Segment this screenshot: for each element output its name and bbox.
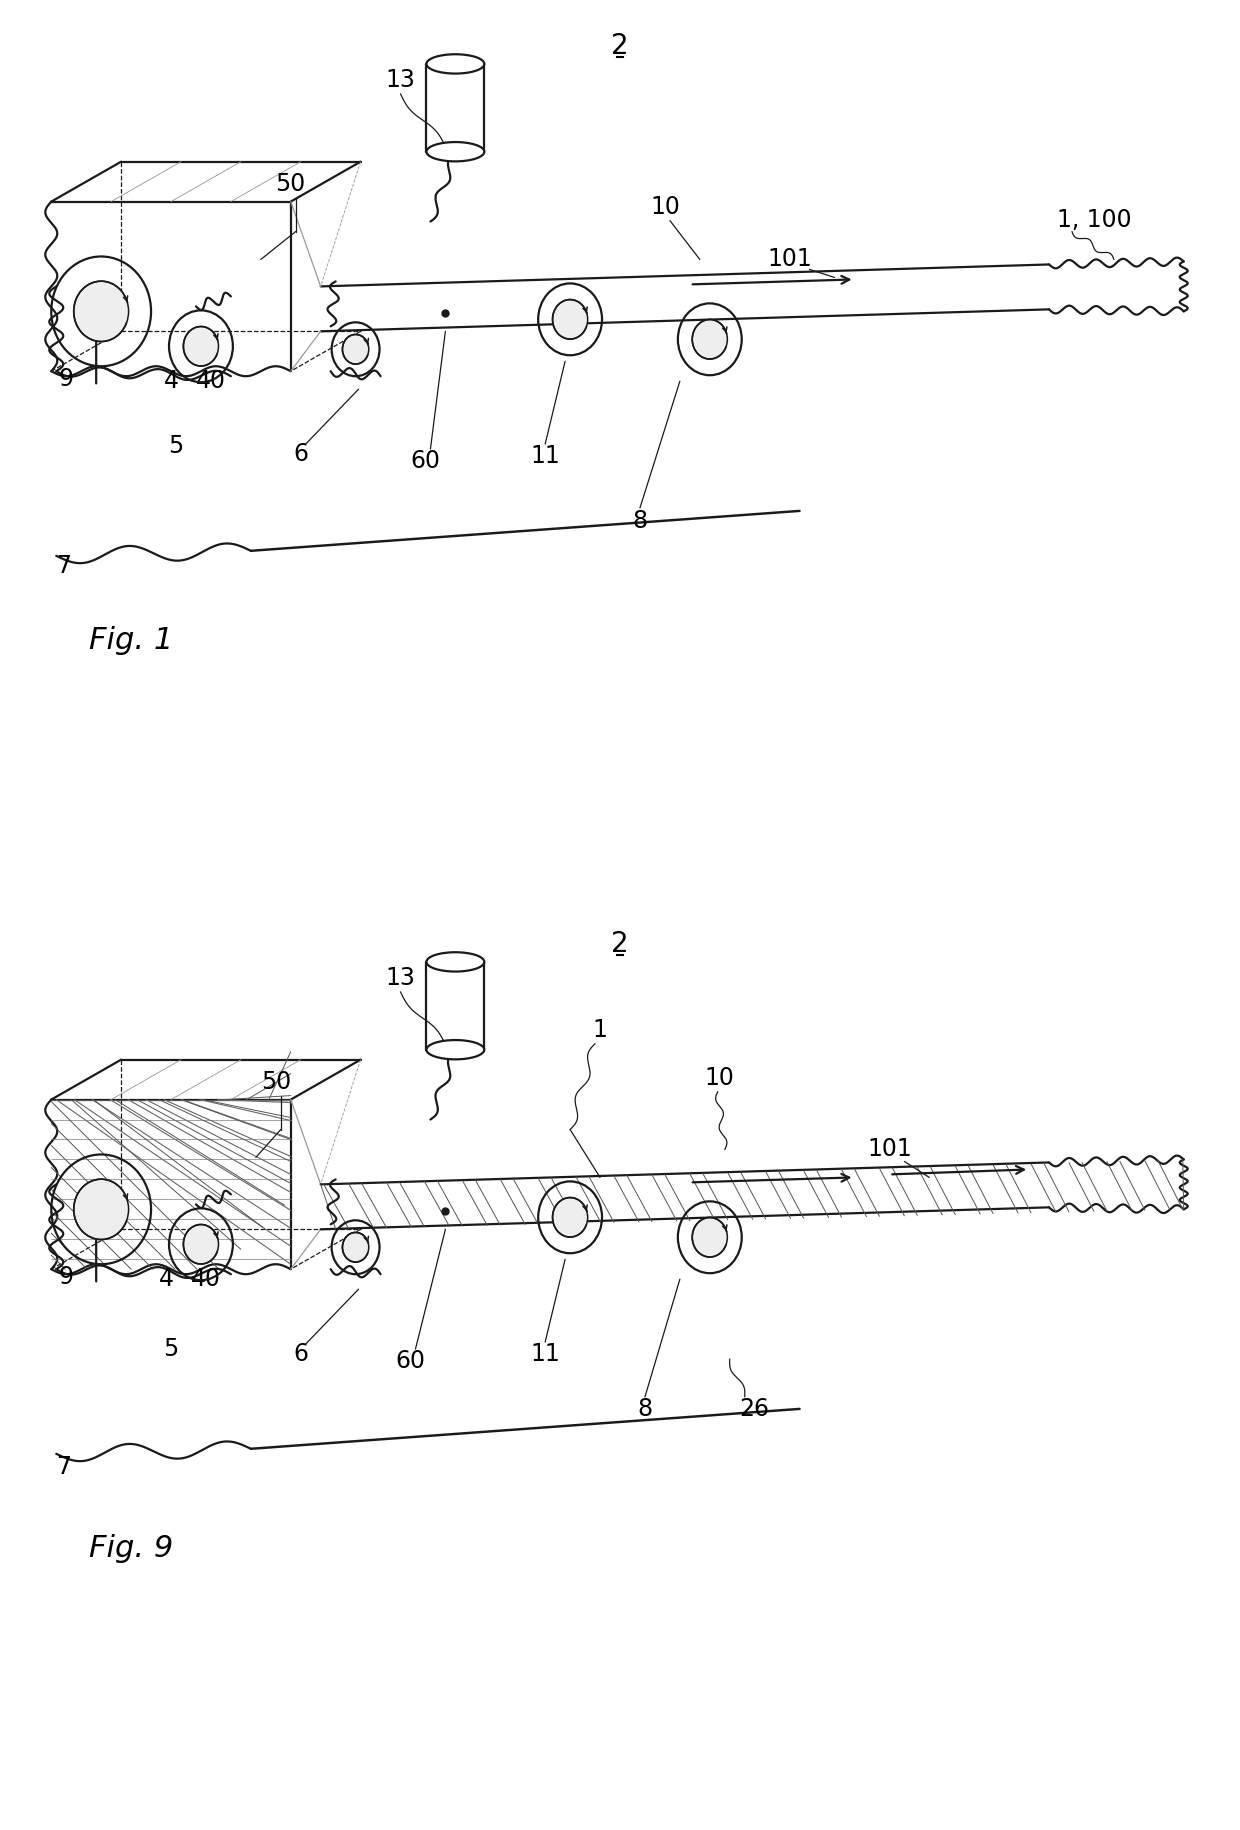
Text: Fig. 1: Fig. 1 — [89, 626, 174, 655]
Text: 60: 60 — [396, 1349, 425, 1372]
Ellipse shape — [184, 1224, 218, 1265]
Text: Fig. 9: Fig. 9 — [89, 1534, 174, 1563]
Text: 5: 5 — [164, 1338, 179, 1362]
Ellipse shape — [342, 1232, 368, 1263]
Text: 11: 11 — [531, 1341, 560, 1365]
Text: 6: 6 — [293, 443, 309, 467]
Text: 7: 7 — [56, 554, 71, 578]
Text: 6: 6 — [293, 1341, 309, 1365]
Text: 9: 9 — [58, 368, 73, 392]
Text: 40: 40 — [191, 1266, 221, 1292]
Text: 26: 26 — [740, 1396, 770, 1420]
Text: 5: 5 — [169, 434, 184, 458]
Text: 13: 13 — [386, 966, 415, 990]
Ellipse shape — [692, 1217, 728, 1257]
Text: 1: 1 — [593, 1017, 608, 1041]
Text: 10: 10 — [704, 1065, 735, 1089]
Ellipse shape — [184, 326, 218, 366]
Text: 9: 9 — [58, 1265, 73, 1288]
Text: 13: 13 — [386, 68, 415, 92]
Text: 10: 10 — [650, 194, 680, 218]
Text: 8: 8 — [637, 1396, 652, 1420]
Text: 4: 4 — [159, 1266, 174, 1292]
Ellipse shape — [427, 143, 485, 161]
Ellipse shape — [73, 282, 129, 342]
Text: 11: 11 — [531, 445, 560, 468]
Ellipse shape — [427, 55, 485, 73]
Ellipse shape — [553, 1197, 588, 1237]
Text: 1, 100: 1, 100 — [1056, 207, 1131, 232]
Text: 60: 60 — [410, 448, 440, 472]
Text: 101: 101 — [768, 247, 812, 271]
Text: 50: 50 — [260, 1069, 291, 1094]
Ellipse shape — [692, 320, 728, 359]
Text: 4: 4 — [164, 370, 179, 393]
Text: 7: 7 — [56, 1455, 71, 1479]
Text: 2: 2 — [611, 31, 629, 60]
Ellipse shape — [342, 335, 368, 364]
Ellipse shape — [427, 1039, 485, 1060]
Ellipse shape — [73, 1179, 129, 1239]
Ellipse shape — [553, 300, 588, 339]
Text: 40: 40 — [196, 370, 226, 393]
Text: 2: 2 — [611, 930, 629, 957]
Text: 8: 8 — [632, 509, 647, 533]
Text: 101: 101 — [867, 1138, 911, 1162]
Ellipse shape — [427, 952, 485, 972]
Text: 50: 50 — [275, 172, 306, 196]
